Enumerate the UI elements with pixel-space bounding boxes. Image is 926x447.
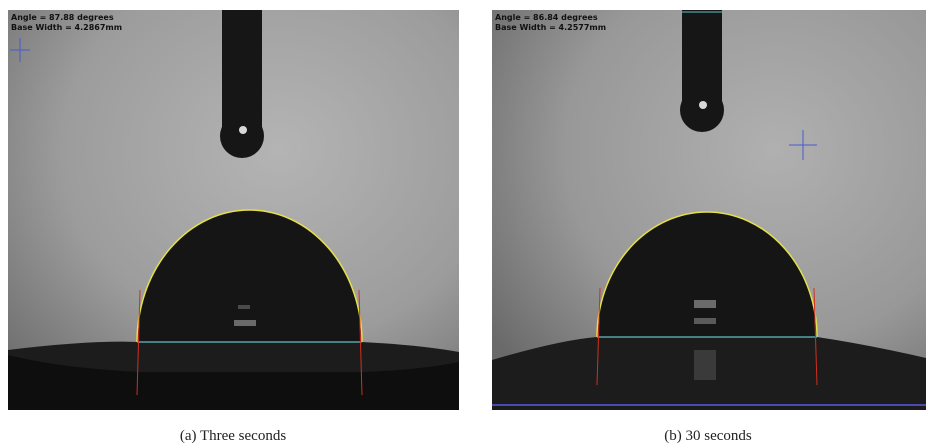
reflection [234, 320, 256, 326]
needle-tip [680, 88, 724, 132]
angle-readout: Angle = 87.88 degrees [11, 13, 114, 22]
reflection [238, 305, 250, 309]
needle-reflection [239, 126, 247, 134]
angle-readout: Angle = 86.84 degrees [495, 13, 598, 22]
caption: (b) 30 seconds [664, 428, 752, 444]
panel-a: Angle = 87.88 degrees Base Width = 4.286… [8, 10, 459, 444]
width-readout: Base Width = 4.2577mm [495, 23, 606, 32]
panel-b: Angle = 86.84 degrees Base Width = 4.257… [492, 10, 926, 444]
needle-tip [220, 114, 264, 158]
caption: (a) Three seconds [180, 428, 287, 444]
reflection [694, 350, 716, 380]
reflection [694, 318, 716, 324]
figure: Angle = 87.88 degrees Base Width = 4.286… [0, 0, 926, 447]
reflection [694, 300, 716, 308]
width-readout: Base Width = 4.2867mm [11, 23, 122, 32]
needle-reflection [699, 101, 707, 109]
